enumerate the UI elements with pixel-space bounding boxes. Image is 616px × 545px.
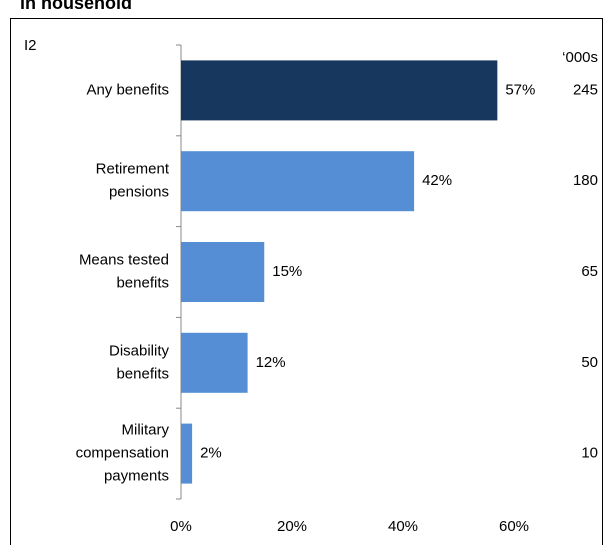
panel-label: I2 (24, 37, 37, 54)
count-label: 245 (573, 81, 598, 98)
bar (181, 332, 248, 393)
count-header: ‘000s (562, 49, 598, 66)
x-tick-label: 40% (388, 518, 418, 535)
y-tick-label: Disability benefits (109, 342, 170, 382)
x-tick-label: 0% (170, 518, 192, 535)
value-label: 15% (272, 263, 302, 280)
bar (181, 423, 193, 484)
y-tick-label: Retirement pensions (96, 161, 170, 201)
count-label: 10 (581, 445, 598, 462)
count-label: 180 (573, 172, 598, 189)
bar (181, 60, 498, 121)
count-label: 50 (581, 354, 598, 371)
x-tick-label: 60% (499, 518, 529, 535)
bar (181, 151, 415, 212)
y-tick-label: Means tested benefits (79, 251, 169, 291)
chart-frame (10, 18, 603, 545)
value-label: 57% (505, 81, 535, 98)
value-label: 12% (256, 354, 286, 371)
x-tick-label: 20% (277, 518, 307, 535)
count-label: 65 (581, 263, 598, 280)
bar (181, 242, 265, 302)
chart-title: in household (20, 0, 132, 13)
value-label: 42% (422, 172, 452, 189)
value-label: 2% (200, 445, 222, 462)
y-tick-label: Military compensation payments (76, 422, 170, 485)
y-tick-label: Any benefits (86, 81, 169, 98)
